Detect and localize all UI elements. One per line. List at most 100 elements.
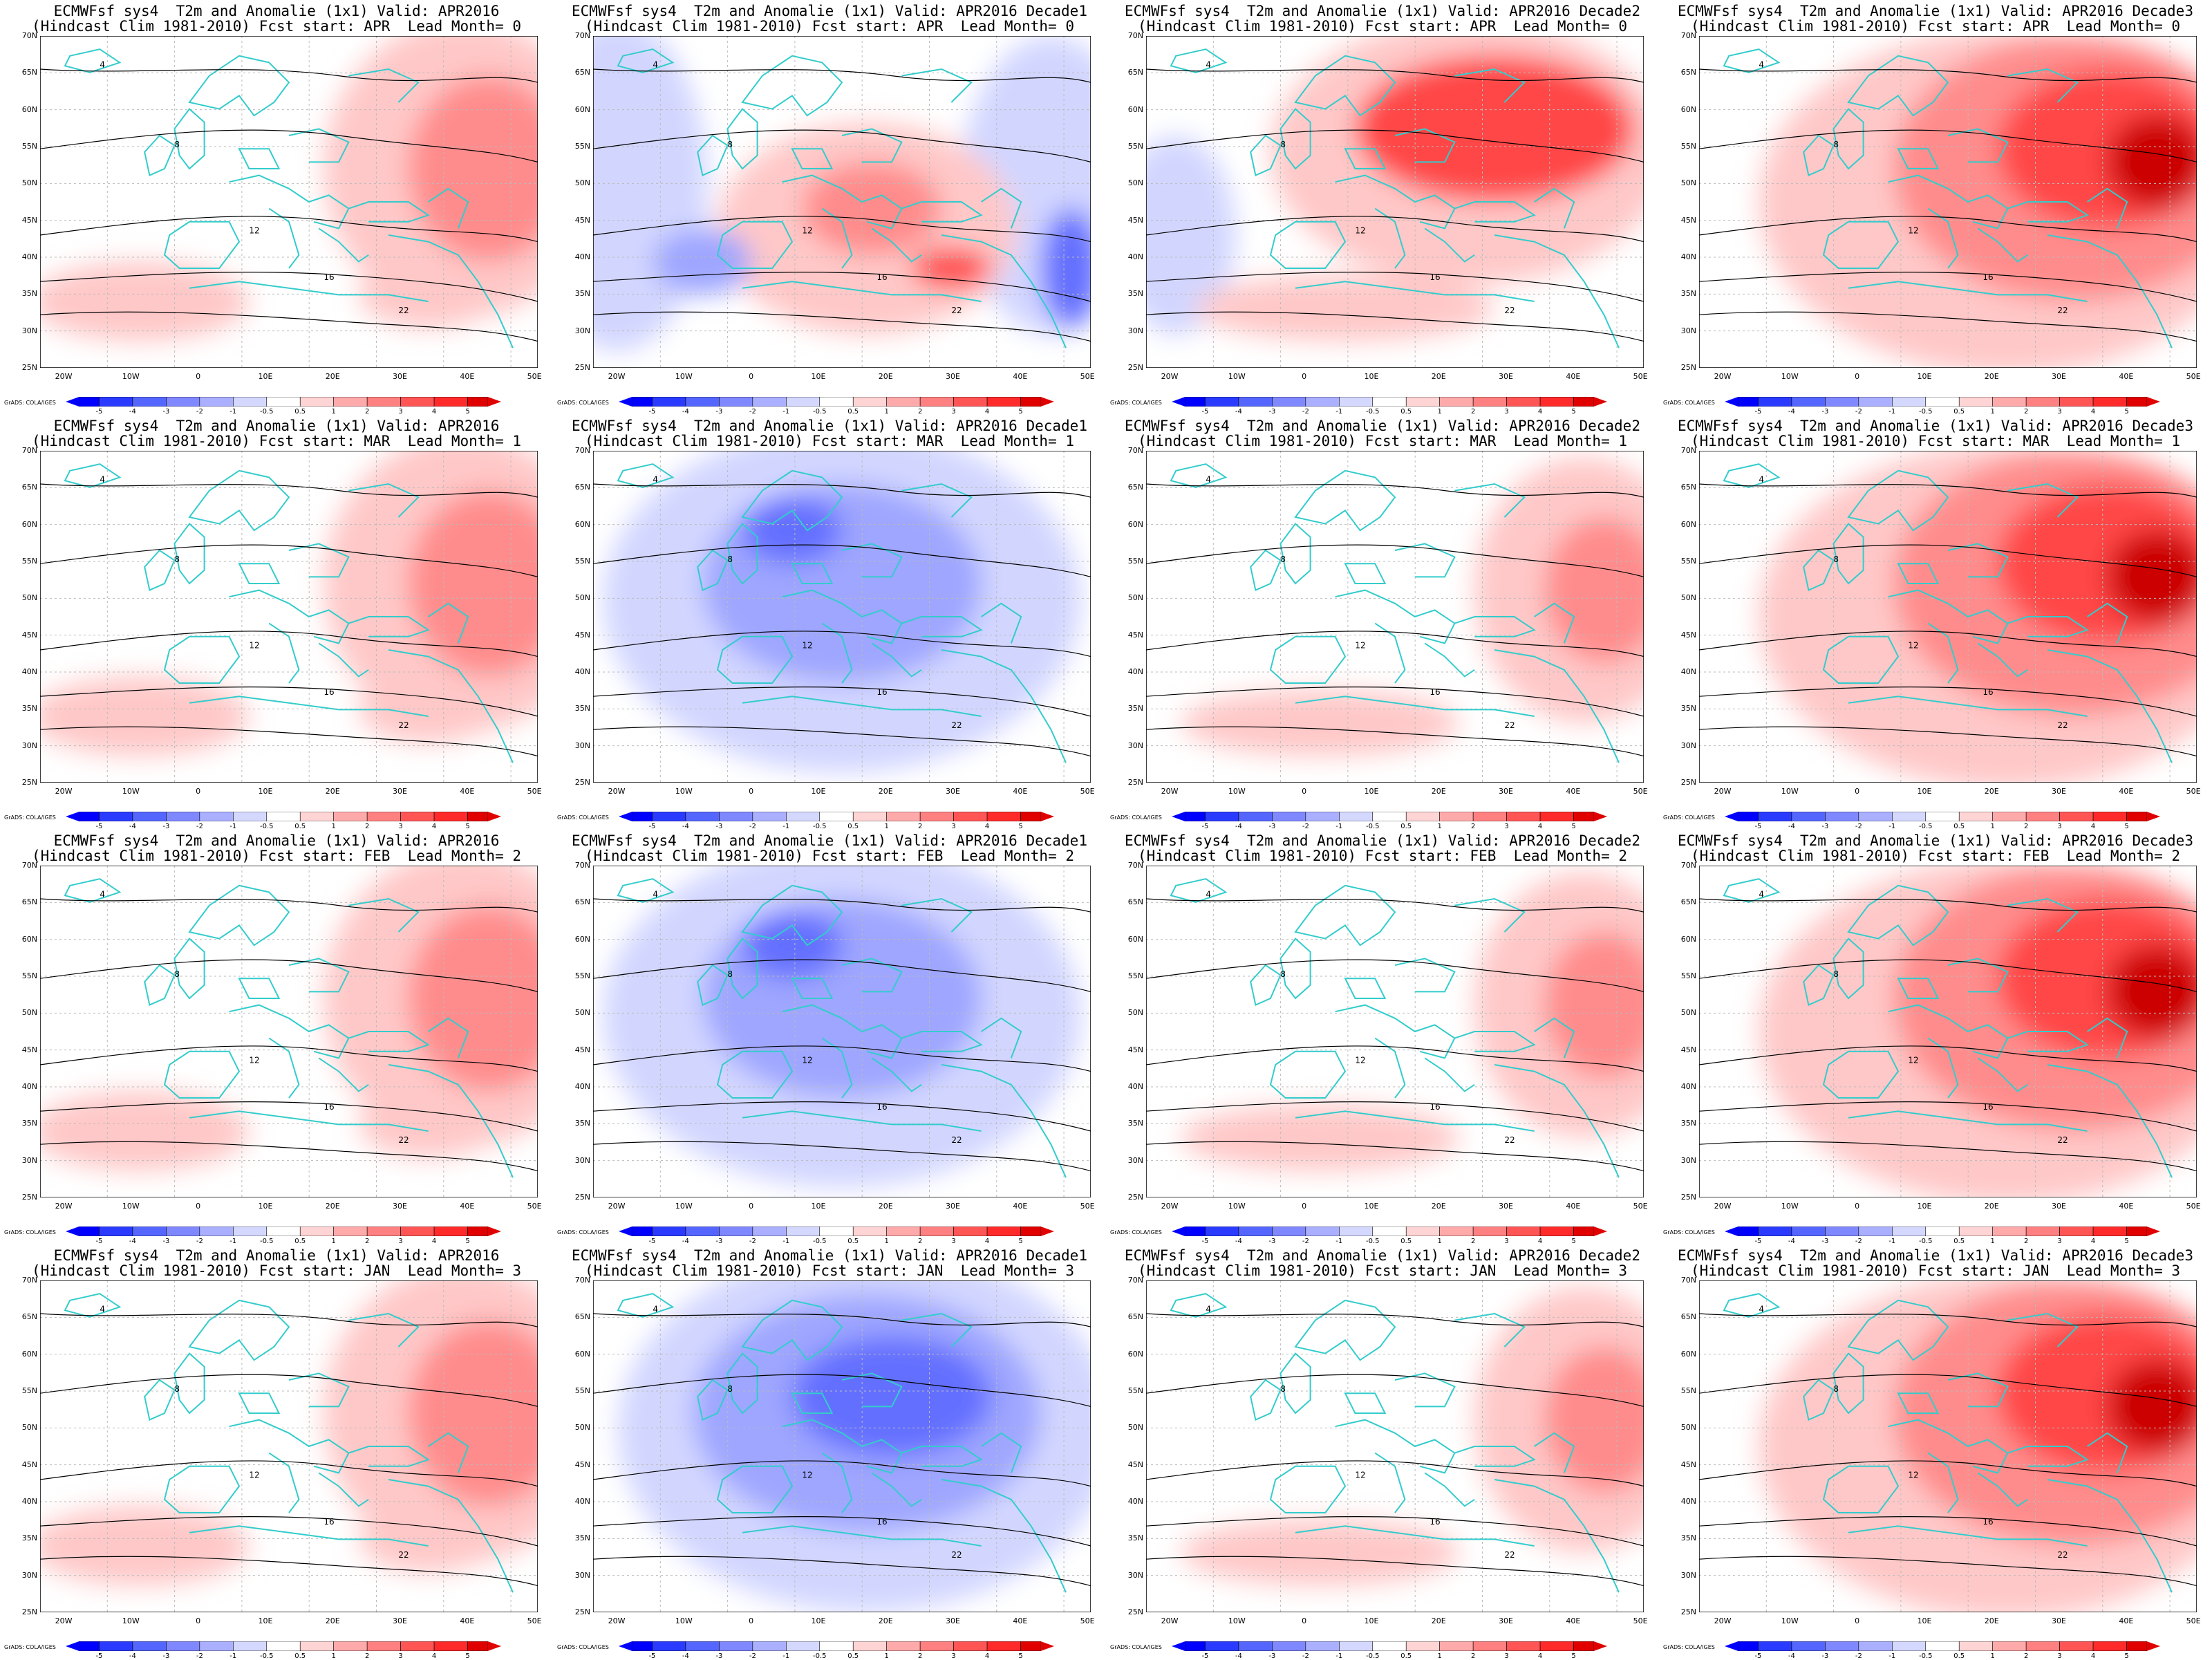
lat-tick-label: 30N [1127,1570,1143,1580]
contour-label: 4 [653,60,658,70]
panel-title: ECMWFsf sys4 T2m and Anomalie (1x1) Vali… [1125,1247,1640,1264]
lat-tick-label: 65N [1680,897,1696,907]
colorbar-segment [1305,397,1340,407]
lat-tick-label: 25N [1680,1193,1696,1202]
coastline [229,1419,350,1474]
colorbar-segment [79,1641,100,1651]
colorbar-segment [1020,397,1041,407]
lon-tick-label: 40E [460,1616,475,1625]
contour-label: 16 [877,1517,887,1527]
coastline [941,649,1067,763]
coastline [1848,1110,2088,1132]
grads-credit: GrADS: COLA/IGES [1663,400,1715,406]
colorbar-segment [852,812,887,821]
colorbar-label: -4 [129,1652,136,1660]
lat-tick-label: 30N [21,326,37,335]
colorbar-segment [1573,812,1594,821]
panel-title: ECMWFsf sys4 T2m and Anomalie (1x1) Vali… [1125,832,1640,849]
colorbar-label: 5 [465,408,470,416]
isotherm-contour [40,216,538,243]
coastline [64,878,122,903]
panel-title: ECMWFsf sys4 T2m and Anomalie (1x1) Vali… [53,832,500,849]
lat-tick-label: 25N [574,363,590,372]
colorbar-label: -5 [95,1652,103,1660]
coastline [144,549,176,592]
lon-tick-label: 10E [1364,787,1379,796]
isotherm-contour [1146,631,1644,658]
contour-label: 4 [653,890,658,899]
panel-subtitle: (Hindcast Clim 1981-2010) Fcst start: FE… [1137,848,1627,864]
colorbar-segment [233,812,268,821]
coastline [742,281,982,302]
colorbar-segment [1791,1227,1826,1236]
contour-label: 16 [1983,272,1993,282]
coastline [1454,1446,1536,1467]
coastline [901,616,983,637]
colorbar-segment [1738,1227,1759,1236]
colorbar-segment [299,397,334,407]
colorbar-label: 4 [2090,408,2096,416]
colorbar-segment [366,1227,401,1236]
colorbar-segment [919,812,954,821]
colorbar-segment [2092,1641,2127,1651]
colorbar-label: -3 [1268,823,1276,830]
coastline [1335,1419,1456,1474]
coastline [1294,55,1396,117]
colorbar-segment [1758,812,1792,821]
coastline [791,1392,834,1414]
lon-tick-label: 20W [1161,1202,1179,1211]
anomaly-shading [40,451,538,756]
lat-tick-label: 55N [21,1386,37,1395]
lon-tick-label: 30E [393,372,407,381]
colorbar-label: 2 [1470,1652,1476,1660]
colorbar-min-arrow [1725,812,1738,821]
contour-label: 22 [951,306,962,315]
coastline [174,1352,205,1415]
lat-tick-label: 70N [21,446,37,455]
isotherm-contour [1699,1556,2197,1587]
colorbar-label: -2 [1855,1652,1862,1660]
isotherm-contour [1699,898,2197,913]
colorbar-segment [1372,1227,1407,1236]
colorbar-segment [1892,397,1927,407]
colorbar-label: -0.5 [1919,823,1933,830]
colorbar-segment [1738,812,1759,821]
lat-tick-label: 35N [574,704,590,714]
colorbar-segment [1539,1641,1574,1651]
colorbar-segment [1238,812,1273,821]
colorbar-segment [1372,397,1407,407]
colorbar [66,1641,501,1651]
colorbar-label: 3 [2057,823,2062,830]
colorbar-segment [1958,1641,1993,1651]
colorbar-segment [1958,397,1993,407]
coastline [727,1352,758,1415]
anomaly-map: 4 8 12 16 22 [593,866,1091,1197]
coastline [742,1525,982,1547]
lon-tick-label: 0 [749,1202,754,1211]
grads-credit: GrADS: COLA/IGES [1110,400,1162,406]
colorbar-segment [2092,397,2127,407]
colorbar-label: 5 [1571,408,1576,416]
colorbar-segment [1405,1227,1440,1236]
lat-tick-label: 60N [21,1349,37,1359]
panel-subtitle: (Hindcast Clim 1981-2010) Fcst start: JA… [584,1262,1074,1279]
coastline [1848,696,2088,717]
colorbar-segment [632,1227,653,1236]
coastline [318,1472,369,1507]
isotherm-contour [1146,129,1644,162]
anomaly-region [2107,115,2197,209]
colorbar-label: -2 [749,1238,756,1245]
lat-tick-label: 50N [21,1008,37,1018]
colorbar-label: 5 [2124,1238,2129,1245]
isotherm-contour [40,631,538,658]
lat-tick-label: 65N [1680,68,1696,77]
isotherm-contour [1146,1516,1644,1547]
forecast-panel: ECMWFsf sys4 T2m and Anomalie (1x1) Vali… [1659,830,2212,1245]
lon-tick-label: 20W [1714,1202,1732,1211]
colorbar [1172,812,1607,821]
lon-tick-label: 10W [1228,1202,1246,1211]
coastline [1947,543,2009,578]
lon-tick-label: 10E [1364,1616,1379,1625]
coastline [791,148,834,169]
coastline [821,622,853,684]
